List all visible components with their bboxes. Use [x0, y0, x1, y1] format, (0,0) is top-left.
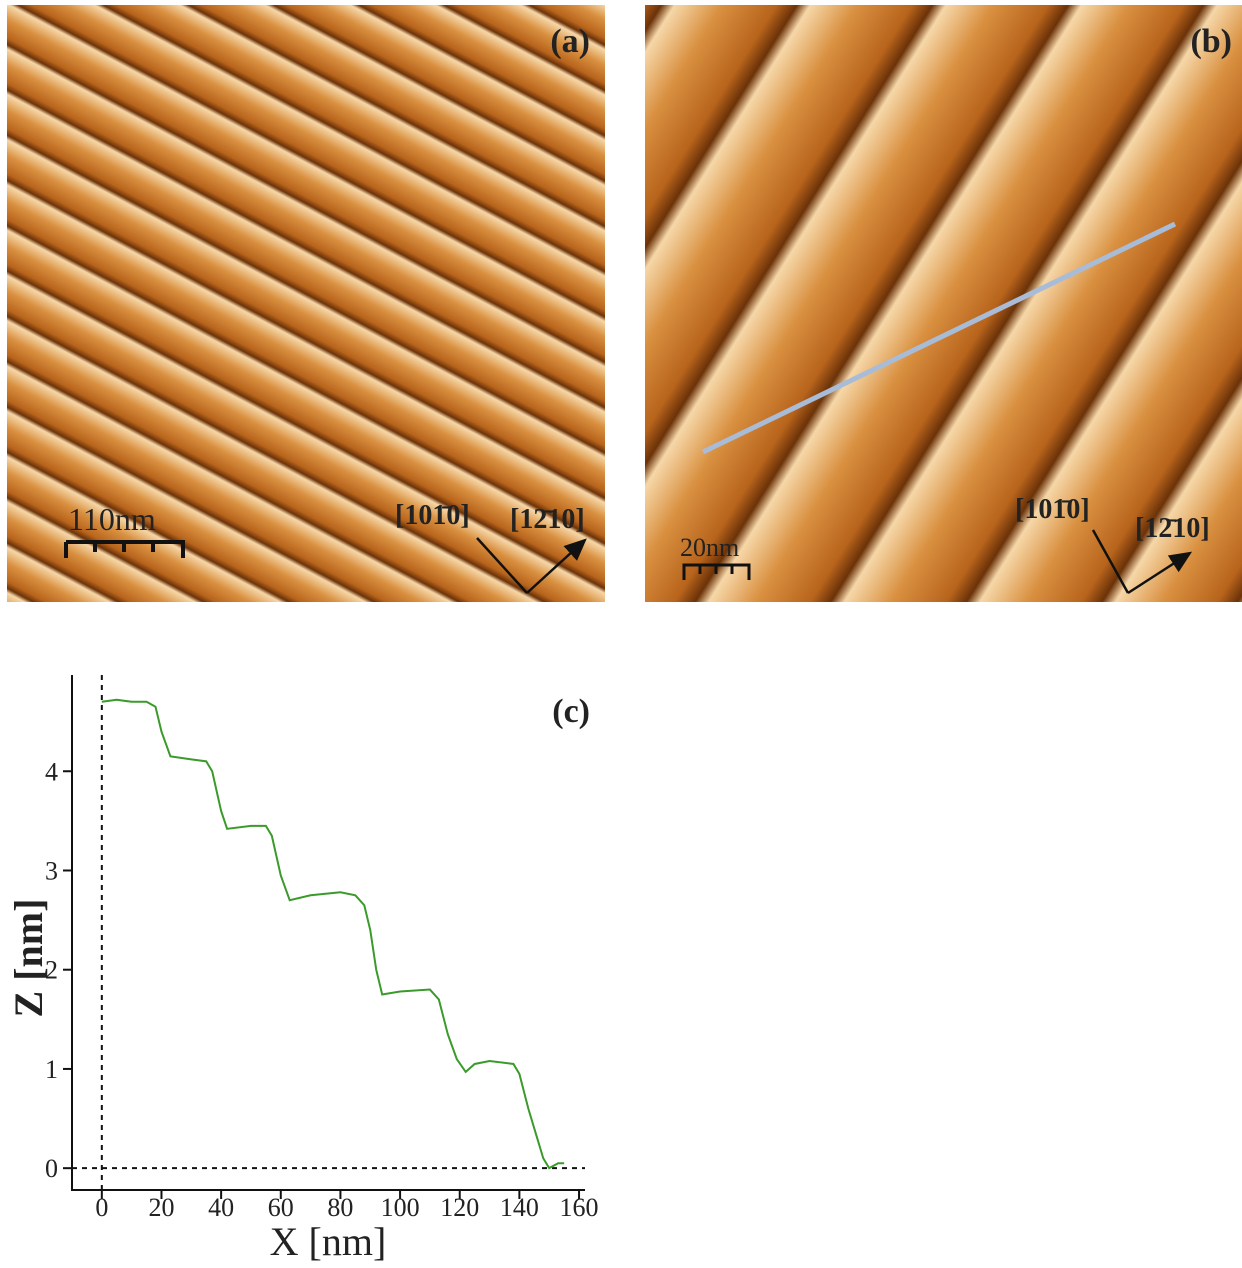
x-tick-label: 100 [381, 1193, 420, 1222]
scale-bar-label: 20nm [680, 533, 739, 562]
profile-line [102, 700, 564, 1168]
direction-label: [101̄0] [1015, 494, 1090, 525]
y-tick-label: 0 [45, 1154, 58, 1183]
y-tick-label: 2 [45, 956, 58, 985]
panel-b: (b) 20nm [101̄0] [12̄10] [645, 5, 1242, 602]
x-tick-label: 20 [148, 1193, 174, 1222]
x-tick-label: 140 [500, 1193, 539, 1222]
direction-label: [12̄10] [510, 504, 585, 535]
y-tick-label: 4 [45, 757, 58, 786]
x-tick-label: 0 [95, 1193, 108, 1222]
x-tick-label: 40 [208, 1193, 234, 1222]
figure: (a) 110nm [101̄0] [12̄10] (b) 20nm [101̄… [0, 0, 1242, 1263]
x-tick-label: 80 [327, 1193, 353, 1222]
panel-label: (c) [552, 693, 590, 730]
panel-label: (b) [1190, 23, 1232, 60]
direction-label: [12̄10] [1135, 513, 1210, 544]
x-tick-label: 60 [268, 1193, 294, 1222]
direction-label: [101̄0] [395, 500, 470, 531]
panel-a: (a) 110nm [101̄0] [12̄10] [7, 5, 605, 602]
y-tick-label: 3 [45, 856, 58, 885]
panel-label: (a) [550, 23, 590, 60]
axes [72, 675, 585, 1190]
x-tick-label: 160 [560, 1193, 599, 1222]
x-axis-label: X [nm] [270, 1219, 387, 1263]
scale-bar-label: 110nm [68, 501, 156, 537]
x-tick-label: 120 [440, 1193, 479, 1222]
y-tick-label: 1 [45, 1055, 58, 1084]
